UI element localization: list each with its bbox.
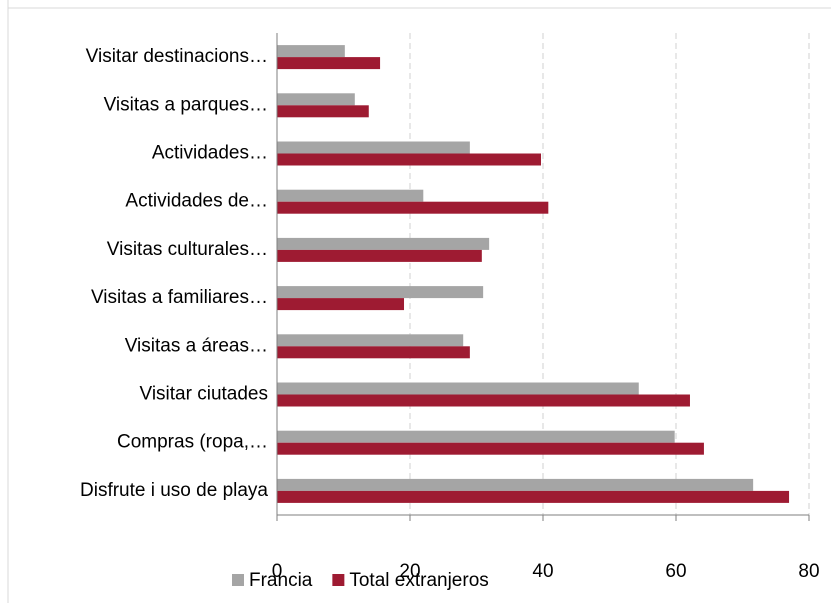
x-tick-label: 40 [532,561,553,582]
bar [277,189,424,202]
bar [277,286,484,299]
bar [277,298,405,311]
bar [277,334,464,347]
bar [277,394,690,407]
legend-label: Total extranjeros [349,570,488,591]
bar [277,442,704,455]
bar [277,346,470,359]
y-tick-label: Actividades… [152,143,268,164]
y-tick-label: Actividades de… [125,191,268,212]
y-tick-label: Visitar ciutades [140,384,269,405]
bar [277,201,549,214]
bar [277,478,754,491]
x-tick-label: 80 [798,561,819,582]
y-tick-label: Visitas a áreas… [125,335,268,356]
bar [277,57,381,70]
legend-swatch [332,574,345,586]
bar [277,153,542,166]
bar [277,45,345,58]
bar [277,105,369,118]
bar [277,490,790,503]
bar [277,430,675,443]
x-tick-label: 0 [272,561,283,582]
bar [277,93,355,106]
legend-label: Francia [249,570,313,591]
bar [277,141,470,154]
bar [277,249,482,262]
x-tick-label: 60 [665,561,686,582]
y-tick-label: Visitas a parques… [104,94,268,115]
y-tick-label: Visitas culturales… [107,239,268,260]
y-tick-label: Disfrute i uso de playa [80,480,268,501]
y-tick-label: Compras (ropa,… [117,432,268,453]
legend-swatch [232,574,244,586]
y-tick-label: Visitar destinacions… [86,46,268,67]
bar [277,237,490,250]
y-tick-label: Visitas a familiares… [91,287,268,308]
bar [277,382,639,395]
x-tick-label: 20 [399,561,420,582]
